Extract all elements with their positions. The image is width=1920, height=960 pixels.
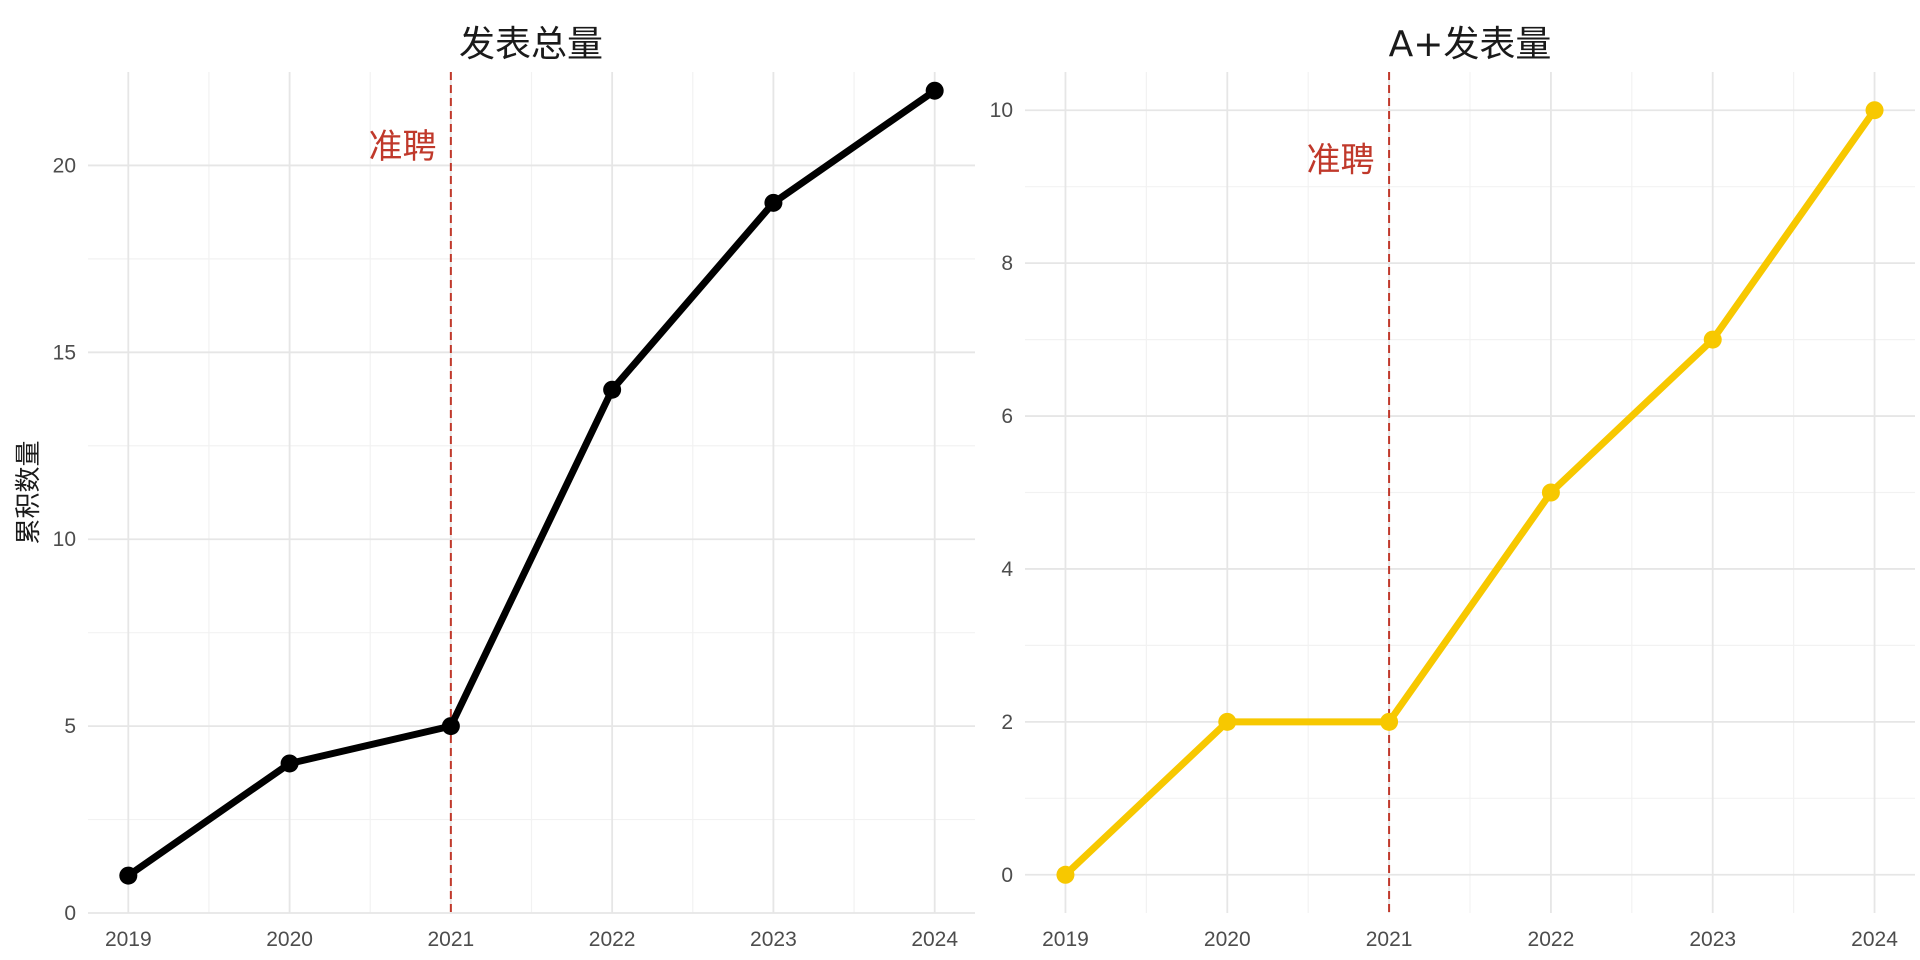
x-tick-label: 2021 <box>1366 928 1413 951</box>
panel-aplus-publications: 2019 2020 2021 2022 2023 2024 0 2 4 6 8 10 准聘 A+发表量 <box>990 24 1915 951</box>
data-point <box>281 754 299 772</box>
data-point <box>1704 331 1722 349</box>
x-tick-label: 2024 <box>911 928 958 951</box>
y-tick-label: 20 <box>53 154 76 177</box>
data-point <box>119 867 137 885</box>
y-tick-label: 8 <box>1001 252 1013 275</box>
y-tick-label: 4 <box>1001 558 1013 581</box>
x-tick-label: 2020 <box>1204 928 1251 951</box>
y-tick-label: 6 <box>1001 405 1013 428</box>
data-point <box>1542 484 1560 502</box>
y-tick-label: 15 <box>53 341 76 364</box>
annotation-label: 准聘 <box>368 127 436 167</box>
chart-title: A+发表量 <box>1389 24 1552 65</box>
x-tick-label: 2019 <box>1042 928 1089 951</box>
y-tick-label: 0 <box>64 902 76 925</box>
data-point <box>603 381 621 399</box>
x-tick-label: 2024 <box>1851 928 1898 951</box>
y-tick-label: 10 <box>990 99 1013 122</box>
data-point <box>1380 713 1398 731</box>
x-tick-label: 2022 <box>589 928 636 951</box>
y-tick-label: 5 <box>64 715 76 738</box>
data-point <box>442 717 460 735</box>
data-point <box>1866 101 1884 119</box>
x-tick-label: 2023 <box>750 928 797 951</box>
data-point <box>764 194 782 212</box>
y-tick-label: 2 <box>1001 711 1013 734</box>
x-tick-label: 2023 <box>1689 928 1736 951</box>
chart-title: 发表总量 <box>459 24 603 65</box>
y-axis-title: 累积数量 <box>14 440 44 544</box>
x-tick-label: 2019 <box>105 928 152 951</box>
data-point <box>926 82 944 100</box>
panel-total-publications: 2019 2020 2021 2022 2023 2024 0 5 10 15 20 准聘 发表总量累积… <box>14 24 975 951</box>
data-point <box>1218 713 1236 731</box>
y-tick-label: 0 <box>1001 864 1013 887</box>
data-point <box>1056 866 1074 884</box>
y-tick-label: 10 <box>53 528 76 551</box>
x-tick-label: 2022 <box>1528 928 1575 951</box>
x-tick-label: 2020 <box>266 928 313 951</box>
x-tick-label: 2021 <box>428 928 475 951</box>
annotation-label: 准聘 <box>1307 140 1375 180</box>
